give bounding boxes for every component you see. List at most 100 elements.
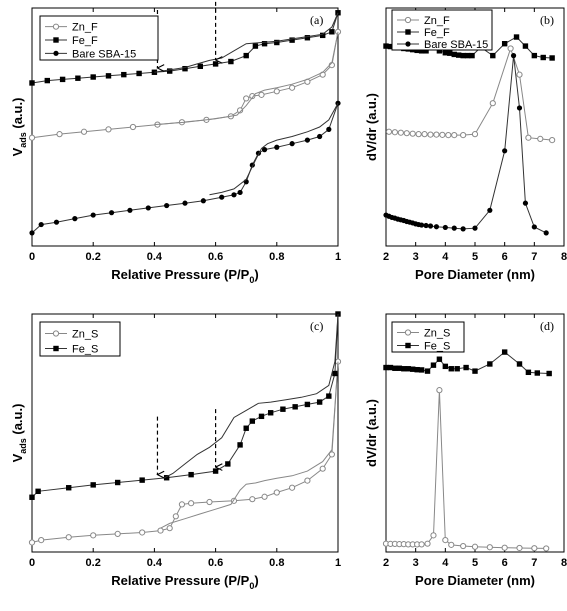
filled-square-marker	[540, 54, 546, 61]
filled-circle-marker	[543, 230, 549, 236]
series-fe-f	[29, 10, 341, 86]
y-axis-label-part: (a.u.)	[10, 98, 25, 133]
x-axis-label: Pore Diameter (nm)	[415, 573, 535, 588]
open-circle-marker	[471, 131, 479, 138]
filled-square-marker	[75, 75, 81, 81]
filled-circle-marker	[127, 207, 133, 213]
filled-square-marker	[501, 349, 508, 355]
filled-square-marker	[267, 410, 274, 416]
legend: Zn_SFe_S	[391, 321, 465, 353]
x-tick-label: 3	[413, 251, 419, 263]
filled-square-marker	[442, 363, 449, 370]
panel-label: (b)	[540, 13, 554, 27]
open-circle-marker	[430, 532, 437, 539]
open-circle-marker	[328, 451, 335, 458]
open-circle-marker	[439, 131, 446, 138]
open-circle-marker	[397, 129, 404, 136]
open-circle-marker	[273, 489, 280, 496]
x-tick-label: 0.8	[269, 557, 284, 569]
open-circle-marker	[403, 130, 410, 137]
desorption-line	[154, 31, 339, 126]
filled-circle-marker	[502, 148, 508, 154]
filled-square-marker	[490, 52, 496, 59]
filled-circle-marker	[433, 224, 440, 230]
x-tick-label: 0.2	[86, 557, 101, 569]
x-axis-label-sub: 0	[249, 581, 254, 591]
open-circle-marker	[80, 128, 88, 135]
filled-square-marker	[442, 50, 449, 56]
x-axis-label-part: Relative Pressure (P/P	[111, 267, 249, 282]
open-circle-marker	[52, 330, 60, 337]
y-axis-label: dV/dr (a.u.)	[364, 399, 379, 467]
filled-square-marker	[534, 370, 540, 376]
panel-label: (d)	[540, 319, 554, 333]
plot-frame	[31, 313, 339, 553]
filled-square-marker	[549, 55, 555, 61]
filled-circle-marker	[164, 202, 170, 209]
filled-circle-marker	[427, 223, 434, 229]
open-circle-marker	[249, 92, 256, 100]
filled-circle-marker	[423, 222, 429, 229]
filled-square-marker	[387, 43, 394, 50]
filled-square-marker	[469, 52, 475, 59]
open-circle-marker	[404, 16, 412, 24]
y-axis-label: Vads (a.u.)	[10, 98, 28, 157]
x-axis-label-sub: 0	[249, 275, 254, 285]
filled-circle-marker	[487, 207, 493, 213]
filled-square-marker	[261, 41, 268, 47]
filled-square-marker	[383, 364, 389, 371]
series-bare-sba-15	[383, 53, 549, 236]
open-circle-marker	[289, 484, 296, 491]
x-axis-label-part: )	[254, 573, 258, 588]
open-circle-marker	[516, 544, 523, 552]
y-axis-label-sub: ads	[18, 132, 28, 148]
filled-square-marker	[53, 345, 59, 352]
desorption-line	[154, 12, 339, 73]
filled-square-marker	[182, 65, 188, 72]
x-tick-label: 0	[29, 557, 35, 569]
filled-square-marker	[29, 80, 35, 86]
filled-square-marker	[105, 73, 112, 79]
x-axis-label-part: )	[254, 267, 258, 282]
x-tick-label: 7	[531, 251, 537, 263]
filled-square-marker	[228, 58, 234, 65]
open-circle-marker	[52, 23, 60, 30]
filled-square-marker	[410, 366, 416, 372]
legend-label: Zn_S	[72, 329, 98, 341]
open-circle-marker	[385, 128, 393, 135]
open-circle-marker	[436, 387, 443, 394]
open-circle-marker	[501, 544, 508, 551]
filled-square-marker	[436, 48, 443, 54]
filled-circle-marker	[317, 133, 323, 140]
open-circle-marker	[129, 123, 137, 131]
series-fe-s	[29, 311, 341, 500]
filled-square-marker	[139, 477, 145, 483]
legend-label: Fe_S	[424, 341, 450, 353]
x-tick-label: 8	[561, 251, 567, 263]
plot-frame	[31, 7, 339, 247]
x-tick-label: 4	[442, 557, 449, 569]
panel-label: (a)	[310, 13, 323, 27]
filled-square-marker	[243, 425, 249, 431]
x-tick-label: 1	[335, 557, 341, 569]
open-circle-marker	[418, 541, 425, 548]
filled-square-marker	[513, 34, 520, 40]
filled-square-marker	[501, 41, 508, 47]
filled-circle-marker	[460, 226, 466, 232]
legend-label: Bare SBA-15	[424, 39, 488, 51]
chart-panel-d: 2 3 4 5 6 7 8 Pore Diameter (nm) dV/dr (a.u.) (d)…	[364, 313, 567, 588]
filled-square-marker	[243, 52, 249, 59]
open-circle-marker	[188, 500, 195, 507]
filled-circle-marker	[304, 137, 310, 143]
filled-square-marker	[455, 52, 462, 58]
open-circle-marker	[56, 131, 63, 138]
series-bare-sba-15	[29, 100, 341, 236]
filled-circle-marker	[145, 205, 151, 211]
open-circle-marker	[249, 496, 256, 503]
filled-square-marker	[212, 61, 219, 67]
x-axis-label: Relative Pressure (P/P0)	[111, 267, 258, 285]
filled-circle-marker	[90, 212, 96, 218]
legend-label: Bare SBA-15	[72, 48, 136, 60]
